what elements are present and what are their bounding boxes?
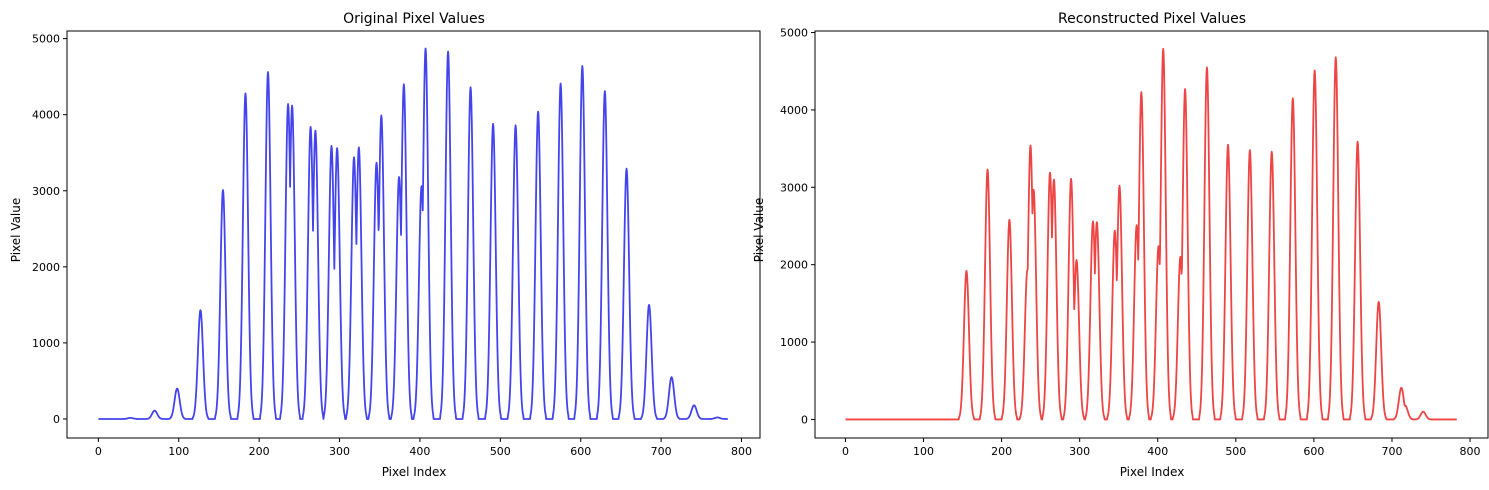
y-tick-label: 5000 <box>780 27 808 40</box>
x-tick-label: 400 <box>1147 445 1168 458</box>
y-tick-label: 3000 <box>32 185 60 198</box>
x-tick-label: 600 <box>1303 445 1324 458</box>
x-tick-label: 0 <box>842 445 849 458</box>
x-tick-label: 0 <box>95 445 102 458</box>
y-axis-label: Pixel Value <box>752 198 766 263</box>
y-tick-label: 0 <box>801 413 808 426</box>
y-tick-label: 4000 <box>32 109 60 122</box>
plot-title: Reconstructed Pixel Values <box>1058 11 1246 27</box>
pixel-value-line <box>844 47 1458 421</box>
y-axis-label: Pixel Value <box>9 198 23 263</box>
x-tick-label: 500 <box>490 445 511 458</box>
original-pixel-values-plot: Original Pixel Values Pixel Index Pixel … <box>9 11 761 479</box>
axis-ticks: 0 100 200 300 400 500 600 700 800 0 1000 2000 3000 40… <box>780 27 1481 458</box>
x-tick-label: 700 <box>651 445 672 458</box>
x-tick-label: 700 <box>1381 445 1402 458</box>
pixel-value-line <box>97 47 729 420</box>
y-tick-label: 0 <box>53 413 60 426</box>
plot-title: Original Pixel Values <box>343 11 485 27</box>
series-lines <box>844 47 1458 421</box>
x-tick-label: 100 <box>168 445 189 458</box>
plot-frame <box>66 30 761 439</box>
axis-ticks: 0 100 200 300 400 500 600 700 800 0 1000 2000 3000 40… <box>32 33 752 458</box>
y-tick-label: 1000 <box>780 336 808 349</box>
x-tick-label: 800 <box>731 445 752 458</box>
y-tick-label: 3000 <box>780 181 808 194</box>
y-tick-label: 1000 <box>32 337 60 350</box>
x-tick-label: 600 <box>570 445 591 458</box>
x-tick-label: 400 <box>409 445 430 458</box>
x-tick-label: 500 <box>1225 445 1246 458</box>
x-tick-label: 100 <box>913 445 934 458</box>
x-axis-label: Pixel Index <box>1120 465 1185 479</box>
x-axis-label: Pixel Index <box>382 465 447 479</box>
y-tick-label: 2000 <box>780 259 808 272</box>
x-tick-label: 200 <box>249 445 270 458</box>
x-tick-label: 300 <box>1069 445 1090 458</box>
y-tick-label: 4000 <box>780 104 808 117</box>
x-tick-label: 300 <box>329 445 350 458</box>
reconstructed-pixel-values-plot: Reconstructed Pixel Values Pixel Index P… <box>752 11 1489 479</box>
x-tick-label: 800 <box>1460 445 1481 458</box>
y-tick-label: 2000 <box>32 261 60 274</box>
series-lines <box>97 47 729 420</box>
y-tick-label: 5000 <box>32 33 60 46</box>
plot-frame <box>814 30 1489 439</box>
x-tick-label: 200 <box>991 445 1012 458</box>
